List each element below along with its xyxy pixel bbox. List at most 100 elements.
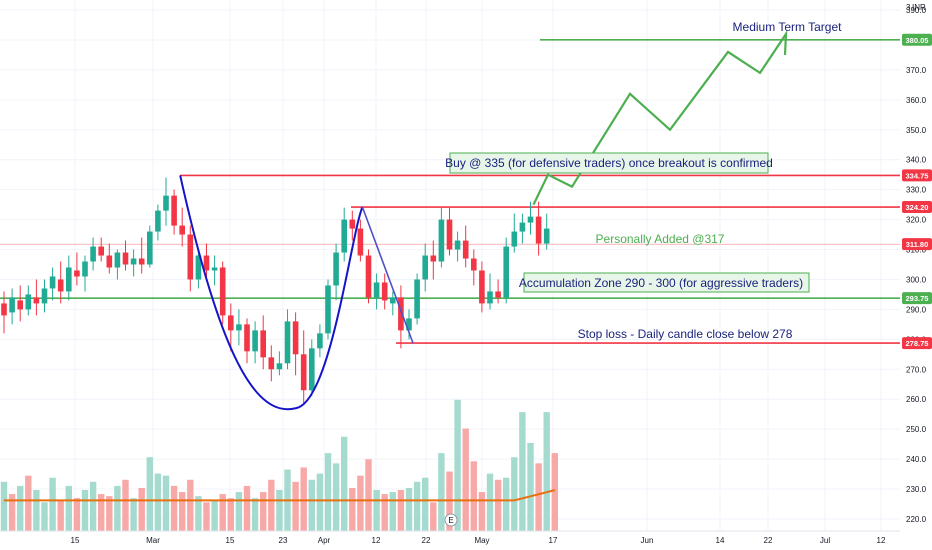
volume-bar [219, 494, 226, 531]
volume-bar [381, 494, 388, 531]
volume-bar [73, 498, 81, 531]
volume-bar [527, 442, 534, 531]
candle-body [373, 282, 380, 298]
price-tick-label: 230.0 [906, 485, 927, 494]
time-tick-label: 22 [422, 536, 431, 545]
candle-body [511, 231, 518, 247]
earnings-event-letter: E [448, 516, 453, 525]
stop-loss-annotation: Stop loss - Daily candle close below 278 [578, 327, 793, 341]
candle-body [25, 294, 32, 310]
candle-body [57, 279, 64, 292]
volume-bar [316, 473, 324, 531]
volume-bar [422, 477, 429, 531]
time-tick-label: 22 [764, 536, 773, 545]
price-axis[interactable]: 220.0230.0240.0250.0260.0270.0280.0290.0… [906, 6, 927, 524]
volume-bar [33, 490, 40, 531]
horizontal-levels[interactable] [0, 38, 900, 344]
level-tag-label: 324.20 [906, 203, 929, 212]
volume-bar [114, 485, 121, 531]
candle-body [365, 255, 372, 298]
candle-body [414, 279, 420, 319]
volume-bar [154, 473, 162, 531]
candle-body [155, 210, 161, 232]
volume-bar [543, 412, 550, 531]
grid [0, 0, 900, 531]
level-tag [902, 169, 932, 182]
level-tag-label: 334.75 [906, 171, 929, 180]
time-tick-label: May [474, 536, 489, 545]
candle-body [406, 318, 412, 331]
level-tag-label: 278.75 [906, 339, 929, 348]
candle-body [98, 246, 104, 256]
level-tag-label: 380.05 [906, 36, 929, 45]
time-tick-label: 12 [372, 536, 381, 545]
candle-body [252, 330, 258, 352]
candle-body [341, 219, 347, 253]
level-tag [902, 33, 932, 46]
candle-body [381, 282, 388, 301]
candle-body [446, 219, 453, 250]
volume-bar [98, 494, 105, 531]
candle-body [82, 261, 88, 277]
candlesticks [1, 177, 550, 406]
candle-body [219, 267, 226, 316]
price-tick-label: 220.0 [906, 515, 927, 524]
volume-bar [65, 485, 72, 531]
price-tick-label: 360.0 [906, 96, 927, 105]
time-tick-label: 23 [279, 536, 288, 545]
candle-body [114, 252, 121, 268]
candle-body [179, 225, 185, 235]
cup-arc-drawing[interactable] [179, 175, 364, 411]
volume-bar [8, 494, 16, 531]
projection-path[interactable] [532, 30, 788, 206]
volume-bar [122, 479, 129, 531]
candle-body [276, 363, 283, 370]
volume-bar [203, 502, 210, 531]
candle-body [527, 216, 534, 223]
candle-body [163, 195, 169, 211]
volume-bar [478, 492, 486, 531]
candle-body [228, 315, 234, 331]
level-tag [902, 292, 932, 305]
candle-body [171, 195, 177, 226]
handle-trendline[interactable] [361, 206, 414, 344]
volume-bar [503, 477, 510, 531]
volume-bar [235, 492, 243, 531]
candle-body [147, 231, 153, 265]
price-tick-label: 250.0 [906, 425, 927, 434]
candle-body [349, 219, 356, 229]
earnings-event-icon[interactable] [444, 513, 458, 527]
candle-body [325, 285, 331, 334]
volume-bar [519, 412, 526, 531]
volume-bar [268, 479, 275, 531]
candle-body [519, 222, 526, 232]
time-tick-label: 15 [71, 536, 80, 545]
candle-body [106, 255, 113, 268]
time-tick-label: 12 [877, 536, 886, 545]
volume-bar [462, 428, 469, 531]
candle-body [471, 258, 477, 271]
volume-bar [276, 490, 283, 531]
candle-body [487, 291, 493, 304]
candle-body [292, 321, 299, 355]
time-axis[interactable]: 15 Mar 15 23 Apr 12 22 May 17 Jun 14 22 Jul 12 [71, 536, 886, 545]
volume-bar [89, 481, 97, 531]
price-tick-label: 350.0 [906, 126, 927, 135]
candle-body [495, 291, 501, 298]
price-tick-label: 330.0 [906, 186, 927, 195]
volume-bar [227, 498, 234, 531]
volume-bar [430, 502, 437, 531]
volume-bar [405, 487, 413, 531]
time-tick-label: 14 [716, 536, 725, 545]
level-tag [902, 337, 932, 350]
candle-body [195, 255, 202, 280]
candle-body [454, 240, 461, 250]
price-tick-label: 240.0 [906, 455, 927, 464]
volume-bar [300, 467, 307, 531]
time-tick-label: 15 [226, 536, 235, 545]
volume-bar [511, 457, 518, 531]
candle-body [309, 348, 315, 391]
candle-body [41, 288, 48, 304]
volume-bar [373, 490, 380, 531]
